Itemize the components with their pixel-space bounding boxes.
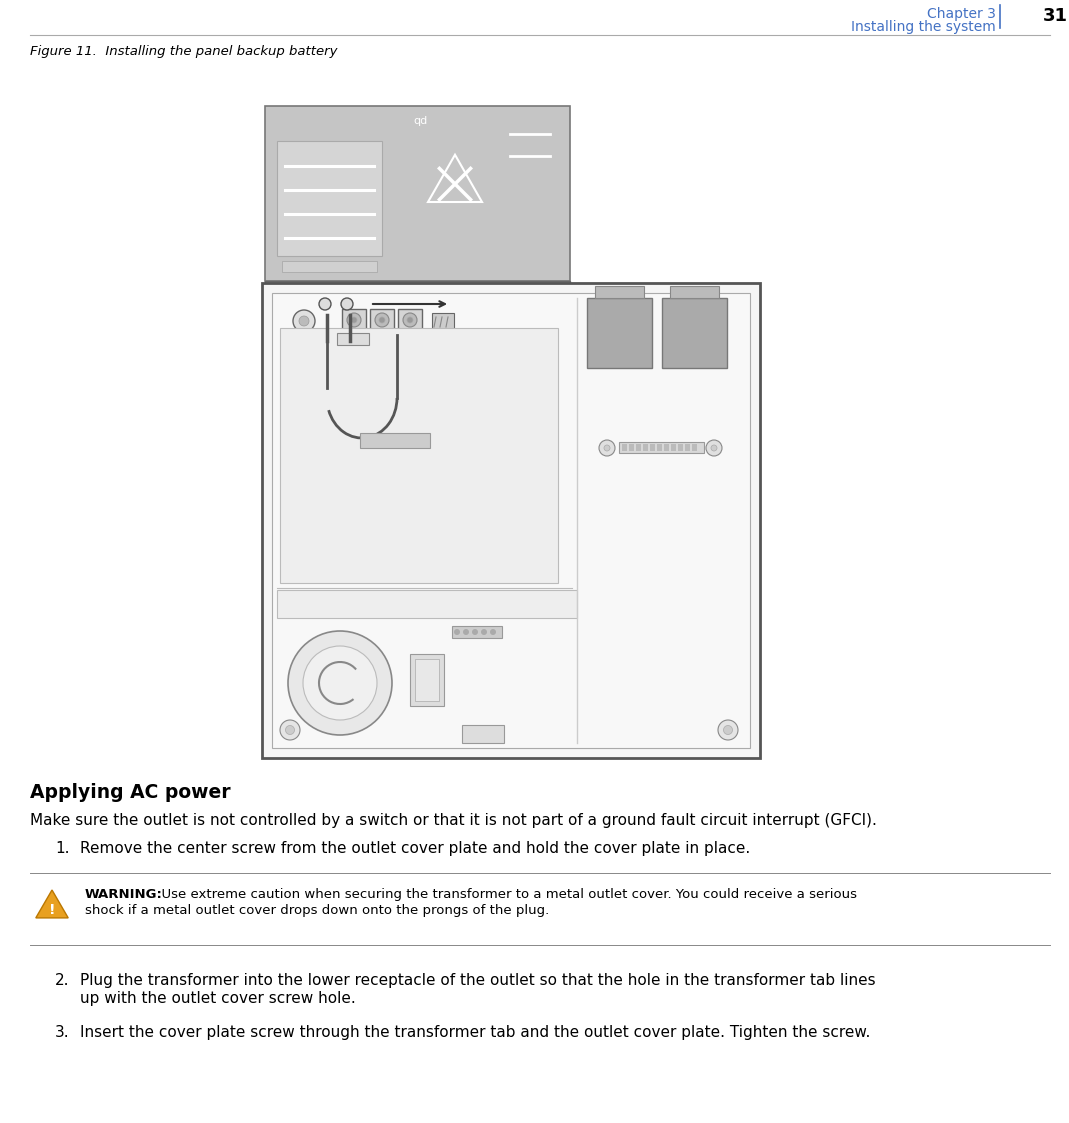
Circle shape bbox=[341, 298, 353, 310]
Bar bbox=[277, 141, 382, 256]
Text: up with the outlet cover screw hole.: up with the outlet cover screw hole. bbox=[80, 990, 356, 1006]
Circle shape bbox=[463, 629, 469, 634]
Circle shape bbox=[351, 317, 357, 323]
Bar bbox=[360, 433, 430, 448]
Text: Use extreme caution when securing the transformer to a metal outlet cover. You c: Use extreme caution when securing the tr… bbox=[153, 888, 857, 901]
Text: 2.: 2. bbox=[55, 973, 69, 988]
Bar bbox=[678, 444, 683, 451]
Circle shape bbox=[481, 629, 487, 634]
Bar bbox=[282, 261, 377, 272]
Bar bbox=[595, 286, 644, 298]
Bar bbox=[265, 106, 570, 281]
Circle shape bbox=[319, 298, 331, 310]
Circle shape bbox=[454, 629, 460, 634]
Bar bbox=[657, 444, 662, 451]
Bar bbox=[664, 444, 669, 451]
Bar bbox=[671, 444, 676, 451]
Bar bbox=[629, 444, 634, 451]
Circle shape bbox=[724, 725, 732, 734]
Circle shape bbox=[472, 629, 478, 634]
Text: 3.: 3. bbox=[55, 1025, 69, 1040]
Circle shape bbox=[599, 440, 615, 456]
Text: Insert the cover plate screw through the transformer tab and the outlet cover pl: Insert the cover plate screw through the… bbox=[80, 1025, 870, 1040]
Bar bbox=[670, 286, 719, 298]
Circle shape bbox=[718, 720, 738, 740]
Circle shape bbox=[604, 445, 610, 451]
Text: qd: qd bbox=[413, 116, 428, 126]
Bar bbox=[662, 298, 727, 368]
Bar bbox=[280, 328, 558, 583]
Text: shock if a metal outlet cover drops down onto the prongs of the plug.: shock if a metal outlet cover drops down… bbox=[86, 904, 549, 917]
Text: Installing the system: Installing the system bbox=[851, 20, 996, 34]
Bar bbox=[272, 293, 750, 748]
Text: !: ! bbox=[49, 903, 56, 916]
Bar bbox=[265, 281, 570, 303]
Circle shape bbox=[288, 631, 392, 734]
Circle shape bbox=[293, 310, 315, 332]
Circle shape bbox=[319, 299, 331, 311]
Text: Remove the center screw from the outlet cover plate and hold the cover plate in : Remove the center screw from the outlet … bbox=[80, 841, 750, 856]
Bar bbox=[452, 626, 502, 638]
Bar bbox=[619, 442, 704, 453]
Bar bbox=[650, 444, 655, 451]
Bar bbox=[398, 309, 422, 331]
Circle shape bbox=[347, 302, 353, 308]
Text: 31: 31 bbox=[1042, 7, 1068, 25]
Bar bbox=[342, 309, 366, 331]
Bar bbox=[685, 444, 690, 451]
Circle shape bbox=[379, 317, 385, 323]
Circle shape bbox=[285, 725, 294, 734]
Circle shape bbox=[280, 720, 300, 740]
Bar bbox=[462, 725, 503, 743]
Bar bbox=[636, 444, 641, 451]
Bar bbox=[432, 313, 454, 329]
Circle shape bbox=[490, 629, 496, 634]
Circle shape bbox=[344, 299, 356, 311]
Circle shape bbox=[403, 313, 417, 327]
Circle shape bbox=[299, 316, 309, 326]
Text: Applying AC power: Applying AC power bbox=[30, 783, 231, 802]
Bar bbox=[370, 309, 394, 331]
Bar bbox=[415, 659, 439, 701]
Text: Figure 11.  Installing the panel backup battery: Figure 11. Installing the panel backup b… bbox=[30, 45, 338, 58]
Bar bbox=[410, 654, 444, 706]
Circle shape bbox=[407, 317, 413, 323]
Circle shape bbox=[706, 440, 722, 456]
Text: Chapter 3: Chapter 3 bbox=[927, 7, 996, 21]
Text: Plug the transformer into the lower receptacle of the outlet so that the hole in: Plug the transformer into the lower rece… bbox=[80, 973, 876, 988]
Text: 1.: 1. bbox=[55, 841, 69, 856]
Bar bbox=[337, 334, 369, 345]
Bar bbox=[642, 444, 648, 451]
Bar bbox=[277, 590, 577, 618]
Bar bbox=[622, 444, 628, 451]
Bar bbox=[262, 283, 760, 758]
Text: Make sure the outlet is not controlled by a switch or that it is not part of a g: Make sure the outlet is not controlled b… bbox=[30, 813, 877, 828]
Bar bbox=[692, 444, 697, 451]
Circle shape bbox=[322, 302, 328, 308]
Circle shape bbox=[303, 646, 377, 720]
Circle shape bbox=[347, 313, 361, 327]
Circle shape bbox=[375, 313, 389, 327]
Polygon shape bbox=[35, 891, 68, 917]
Bar bbox=[587, 298, 652, 368]
Text: WARNING:: WARNING: bbox=[86, 888, 162, 901]
Circle shape bbox=[711, 445, 717, 451]
